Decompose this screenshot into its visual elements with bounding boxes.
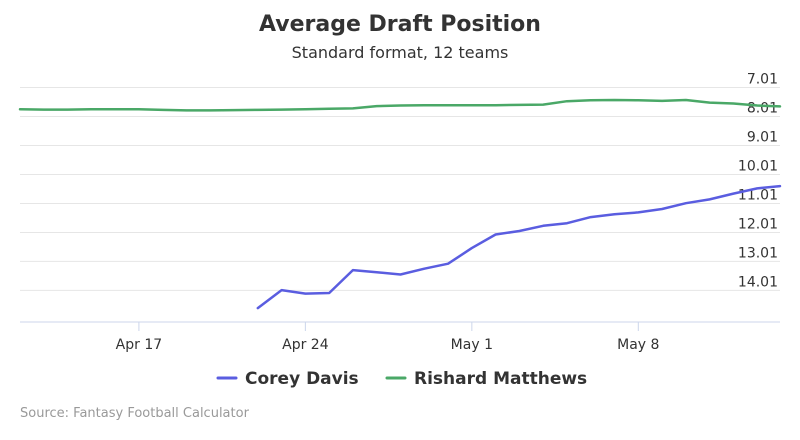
y-tick-label: 11.01: [738, 187, 778, 203]
x-axis: Apr 17 Apr 24 May 1 May 8: [116, 322, 659, 353]
y-tick-label: 7.01: [747, 72, 778, 88]
legend[interactable]: Corey Davis Rishard Matthews: [216, 369, 587, 389]
source-credit[interactable]: Source: Fantasy Football Calculator: [20, 406, 250, 421]
series-line-corey-davis: [256, 184, 782, 310]
y-tick-label: 8.01: [747, 101, 778, 117]
x-tick-label: May 1: [451, 337, 493, 353]
chart-title: Average Draft Position: [259, 12, 541, 37]
y-tick-label: 9.01: [747, 129, 778, 145]
series-line-rishard-matthews: [18, 98, 782, 112]
chart-subtitle: Standard format, 12 teams: [292, 43, 509, 62]
grid-lines: [20, 87, 780, 291]
y-tick-label: 14.01: [738, 274, 778, 290]
legend-label-corey-davis: Corey Davis: [245, 369, 359, 389]
x-tick-label: Apr 17: [116, 337, 162, 353]
legend-label-rishard-matthews: Rishard Matthews: [414, 369, 587, 389]
x-tick-label: May 8: [617, 337, 659, 353]
y-tick-label: 10.01: [738, 158, 778, 174]
x-tick-label: Apr 24: [282, 337, 329, 353]
legend-item-corey-davis[interactable]: Corey Davis: [216, 369, 359, 389]
plot-area: [18, 98, 782, 310]
y-tick-label: 12.01: [738, 216, 778, 232]
legend-item-rishard-matthews[interactable]: Rishard Matthews: [385, 369, 587, 389]
y-tick-label: 13.01: [738, 245, 778, 261]
